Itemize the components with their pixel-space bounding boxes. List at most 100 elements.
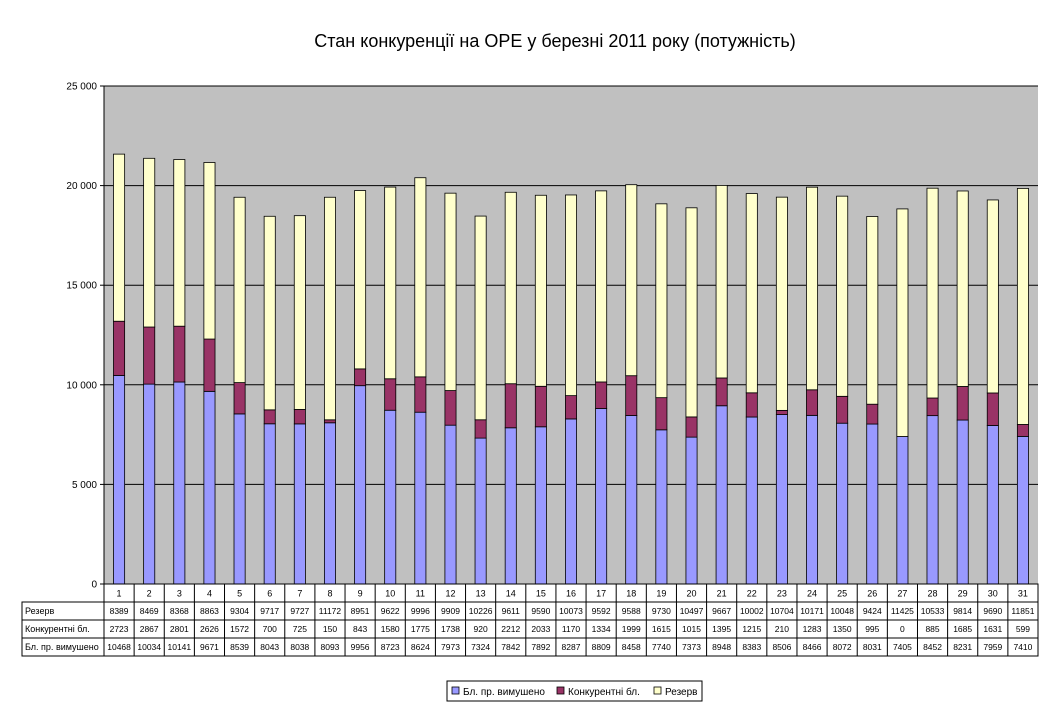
table-cell: 8287 xyxy=(562,642,581,652)
legend-swatch xyxy=(653,686,662,695)
table-cell: 8072 xyxy=(833,642,852,652)
bar-segment-competitive xyxy=(504,383,517,429)
table-cell: 8368 xyxy=(170,606,189,616)
bar-segment-forced xyxy=(233,413,246,585)
bar-segment-reserve xyxy=(474,215,487,421)
data-table: 1 2 3 4 5 6 7 8 9 10 11 12 13 14 15 16 17 18 19 20 21 22 23 24 2… xyxy=(21,583,1039,657)
category-label: 2 xyxy=(147,589,152,599)
table-cell: 725 xyxy=(293,624,307,634)
bar-segment-forced xyxy=(113,375,126,585)
table-cell: 995 xyxy=(865,624,879,634)
bar-segment-forced xyxy=(836,422,849,585)
category-label: 19 xyxy=(656,589,666,599)
bar-segment-competitive xyxy=(956,386,969,421)
bar-segment-forced xyxy=(1016,435,1029,585)
bar-segment-forced xyxy=(173,381,186,585)
table-cell: 8723 xyxy=(381,642,400,652)
table-cell: 7740 xyxy=(652,642,671,652)
bar-segment-forced xyxy=(143,383,156,585)
bar-segment-competitive xyxy=(293,409,306,425)
table-cell: 2801 xyxy=(170,624,189,634)
bar-segment-competitive xyxy=(836,395,849,424)
table-cell: 11851 xyxy=(1011,606,1034,616)
table-cell: 10002 xyxy=(740,606,764,616)
table-cell: 8452 xyxy=(923,642,942,652)
bar-segment-reserve xyxy=(143,157,156,328)
bar-segment-competitive xyxy=(775,409,788,415)
bar-segment-forced xyxy=(293,423,306,585)
table-cell: 9727 xyxy=(290,606,309,616)
table-cell: 1685 xyxy=(953,624,972,634)
table-cell: 10497 xyxy=(680,606,704,616)
table-cell: 9424 xyxy=(863,606,882,616)
bar-segment-forced xyxy=(896,436,909,585)
table-cell: 8383 xyxy=(742,642,761,652)
table-cell: 150 xyxy=(323,624,337,634)
bar-segment-reserve xyxy=(565,194,577,397)
table-cell: 8043 xyxy=(260,642,279,652)
bar-segment-competitive xyxy=(1016,424,1029,437)
bar-segment-reserve xyxy=(293,215,306,410)
y-tick-label: 15 000 xyxy=(66,281,97,292)
bar-segment-competitive xyxy=(414,376,427,413)
table-cell: 700 xyxy=(263,624,277,634)
category-label: 5 xyxy=(237,589,242,599)
bar-segment-competitive xyxy=(926,397,939,417)
category-label: 14 xyxy=(506,589,516,599)
bar-segment-competitive xyxy=(474,419,487,439)
table-cell: 10171 xyxy=(800,606,824,616)
category-label: 29 xyxy=(958,589,968,599)
table-cell: 10141 xyxy=(168,642,192,652)
table-cell: 0 xyxy=(900,624,905,634)
table-cell: 10048 xyxy=(830,606,854,616)
legend-box xyxy=(446,680,703,702)
category-label: 28 xyxy=(928,589,938,599)
bar-segment-competitive xyxy=(534,385,547,428)
table-cell: 9956 xyxy=(351,642,370,652)
y-tick-label: 5 000 xyxy=(72,480,97,491)
table-cell: 8469 xyxy=(140,606,159,616)
category-label: 11 xyxy=(416,589,425,599)
bar-segment-reserve xyxy=(323,196,336,421)
bar-segment-competitive xyxy=(685,416,698,438)
bar-segment-reserve xyxy=(745,193,758,394)
bar-segment-reserve xyxy=(866,216,879,405)
category-label: 22 xyxy=(747,589,757,599)
category-label: 9 xyxy=(358,589,363,599)
legend-label: Резерв xyxy=(665,687,697,698)
table-cell: 9717 xyxy=(260,606,279,616)
bar-segment-forced xyxy=(203,390,216,585)
table-cell: 10533 xyxy=(921,606,945,616)
table-cell: 10226 xyxy=(469,606,493,616)
bar-segment-forced xyxy=(323,422,336,585)
bar-segment-reserve xyxy=(444,192,457,391)
bar-segment-forced xyxy=(414,411,427,585)
table-cell: 8948 xyxy=(712,642,731,652)
category-label: 1 xyxy=(117,589,122,599)
table-row-label: Конкурентні бл. xyxy=(25,624,90,634)
bar-segment-reserve xyxy=(203,162,216,340)
table-cell: 8031 xyxy=(863,642,882,652)
bar-segment-forced xyxy=(263,423,276,585)
table-cell: 9909 xyxy=(441,606,460,616)
category-label: 3 xyxy=(177,589,182,599)
bar-segment-forced xyxy=(806,414,819,585)
table-cell: 1283 xyxy=(803,624,822,634)
category-label: 13 xyxy=(476,589,486,599)
category-label: 31 xyxy=(1018,589,1028,599)
bar-segment-competitive xyxy=(143,326,156,385)
y-tick-label: 0 xyxy=(91,580,97,591)
bar-segment-competitive xyxy=(595,381,608,409)
table-cell: 8458 xyxy=(622,642,641,652)
bar-segment-forced xyxy=(444,424,457,585)
bar-segment-forced xyxy=(866,423,879,585)
legend-swatch xyxy=(556,686,565,695)
category-label: 6 xyxy=(267,589,272,599)
table-cell: 7842 xyxy=(501,642,520,652)
bar-segment-reserve xyxy=(806,186,819,391)
category-label: 12 xyxy=(445,589,455,599)
bar-segment-reserve xyxy=(354,190,367,370)
bar-segment-reserve xyxy=(956,190,969,387)
y-tick-label: 25 000 xyxy=(66,82,97,93)
